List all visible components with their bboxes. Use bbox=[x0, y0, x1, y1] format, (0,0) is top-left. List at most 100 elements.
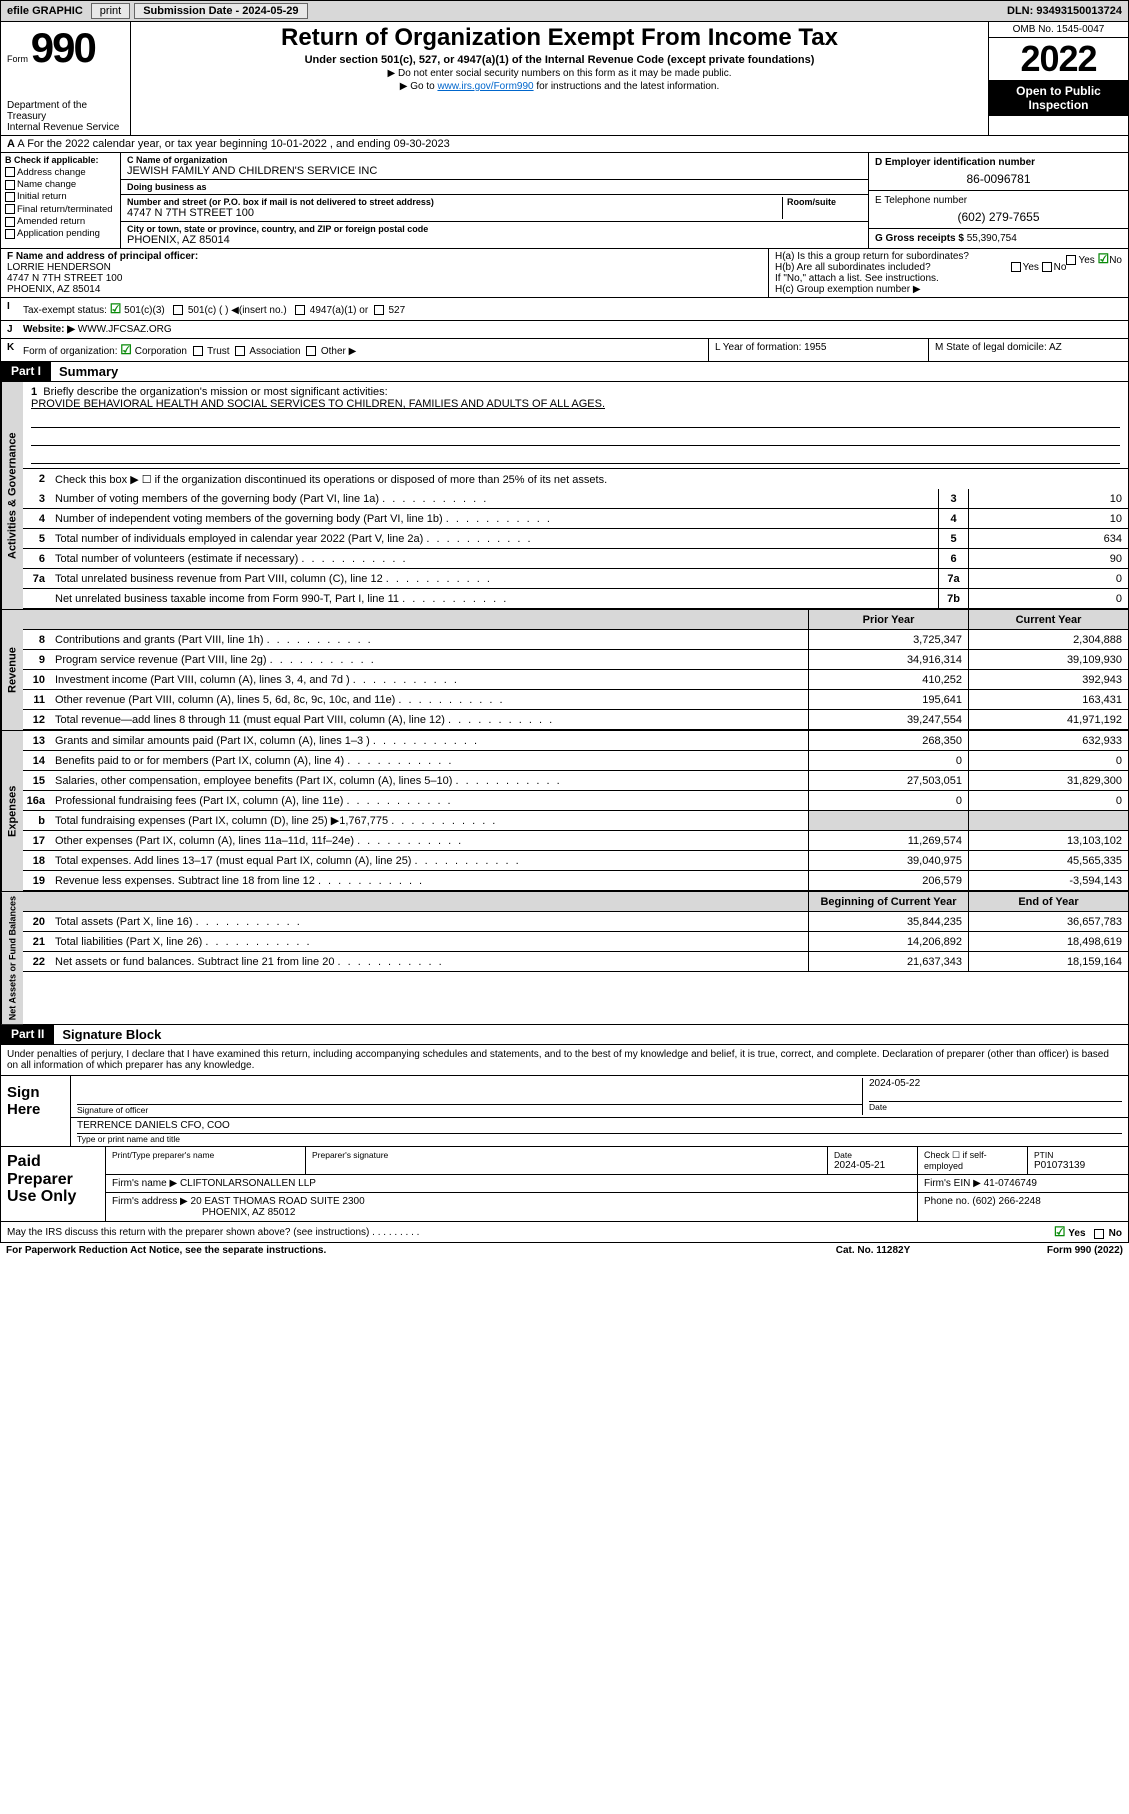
cb-pend: Application pending bbox=[17, 228, 100, 239]
checkbox-address-change[interactable] bbox=[5, 167, 15, 177]
summary-line: bTotal fundraising expenses (Part IX, co… bbox=[23, 811, 1128, 831]
ein-value: 86-0096781 bbox=[875, 172, 1122, 186]
year-formation: L Year of formation: 1955 bbox=[708, 339, 928, 361]
ha-yes-cb[interactable] bbox=[1066, 255, 1076, 265]
hb-yes-cb[interactable] bbox=[1011, 262, 1021, 272]
line2-text: Check this box ▶ ☐ if the organization d… bbox=[51, 471, 1128, 488]
line-num: 12 bbox=[23, 714, 51, 726]
prior-val: 21,637,343 bbox=[808, 952, 968, 971]
print-button[interactable]: print bbox=[91, 3, 130, 19]
dba-label: Doing business as bbox=[127, 182, 862, 192]
line-desc: Total expenses. Add lines 13–17 (must eq… bbox=[51, 853, 808, 869]
tax-exempt-label: Tax-exempt status: bbox=[23, 305, 107, 316]
cb-527[interactable] bbox=[374, 305, 384, 315]
line-desc: Net unrelated business taxable income fr… bbox=[51, 591, 938, 607]
line-num: 6 bbox=[23, 553, 51, 565]
line-desc: Grants and similar amounts paid (Part IX… bbox=[51, 733, 808, 749]
officer-name: LORRIE HENDERSON bbox=[7, 262, 111, 273]
line-num: 17 bbox=[23, 835, 51, 847]
current-val: 2,304,888 bbox=[968, 630, 1128, 649]
tab-governance: Activities & Governance bbox=[1, 382, 23, 609]
prior-val bbox=[808, 811, 968, 830]
line-val: 0 bbox=[968, 569, 1128, 588]
line-val: 90 bbox=[968, 549, 1128, 568]
row-i-label: I bbox=[1, 298, 17, 320]
row-j-label: J bbox=[1, 321, 17, 338]
website-value: WWW.JFCSAZ.ORG bbox=[78, 324, 172, 335]
corp-check-icon: ☑ bbox=[120, 342, 132, 357]
note2-pre: ▶ Go to bbox=[400, 81, 438, 92]
discuss-text: May the IRS discuss this return with the… bbox=[7, 1227, 369, 1238]
efile-label: efile GRAPHIC bbox=[1, 5, 89, 17]
prior-val: 0 bbox=[808, 751, 968, 770]
col-prior-year: Prior Year bbox=[808, 610, 968, 629]
form-title: Return of Organization Exempt From Incom… bbox=[139, 24, 980, 52]
checkbox-initial-return[interactable] bbox=[5, 192, 15, 202]
cb-4947[interactable] bbox=[295, 305, 305, 315]
cb-amend: Amended return bbox=[17, 216, 85, 227]
opt-4947: 4947(a)(1) or bbox=[310, 305, 368, 316]
col-end: End of Year bbox=[968, 892, 1128, 911]
cb-assoc[interactable] bbox=[235, 346, 245, 356]
sign-here-block: Sign Here Signature of officer 2024-05-2… bbox=[0, 1076, 1129, 1147]
form-header: Form 990 Department of the Treasury Inte… bbox=[0, 22, 1129, 136]
summary-line: 5Total number of individuals employed in… bbox=[23, 529, 1128, 549]
officer-addr1: 4747 N 7TH STREET 100 bbox=[7, 273, 122, 284]
501c3-check-icon: ☑ bbox=[110, 301, 122, 316]
line-key: 6 bbox=[938, 549, 968, 568]
paid-preparer-label: Paid Preparer Use Only bbox=[1, 1147, 106, 1221]
line-desc: Benefits paid to or for members (Part IX… bbox=[51, 753, 808, 769]
checkbox-amended[interactable] bbox=[5, 217, 15, 227]
phone-label: E Telephone number bbox=[875, 195, 1122, 206]
discuss-no-cb[interactable] bbox=[1094, 1229, 1104, 1239]
current-val: 36,657,783 bbox=[968, 912, 1128, 931]
line-num: 15 bbox=[23, 775, 51, 787]
part1-header-row: Part I Summary bbox=[0, 362, 1129, 382]
gross-value: 55,390,754 bbox=[967, 233, 1017, 244]
summary-line: 13Grants and similar amounts paid (Part … bbox=[23, 731, 1128, 751]
current-val: 163,431 bbox=[968, 690, 1128, 709]
line-key: 7b bbox=[938, 589, 968, 608]
row-a-tax-year: A A For the 2022 calendar year, or tax y… bbox=[0, 136, 1129, 153]
line-val: 10 bbox=[968, 509, 1128, 528]
cb-other[interactable] bbox=[306, 346, 316, 356]
current-val: 392,943 bbox=[968, 670, 1128, 689]
summary-line: 9Program service revenue (Part VIII, lin… bbox=[23, 650, 1128, 670]
firm-phone: (602) 266-2248 bbox=[972, 1196, 1040, 1207]
expenses-section: Expenses 13Grants and similar amounts pa… bbox=[0, 731, 1129, 892]
cb-501c[interactable] bbox=[173, 305, 183, 315]
checkbox-name-change[interactable] bbox=[5, 180, 15, 190]
officer-typed-name: TERRENCE DANIELS CFO, COO bbox=[77, 1120, 1122, 1131]
checkbox-final-return[interactable] bbox=[5, 204, 15, 214]
current-val: 18,159,164 bbox=[968, 952, 1128, 971]
line-desc: Total fundraising expenses (Part IX, col… bbox=[51, 812, 808, 829]
cb-trust[interactable] bbox=[193, 346, 203, 356]
irs-link[interactable]: www.irs.gov/Form990 bbox=[437, 81, 533, 92]
current-val: 632,933 bbox=[968, 731, 1128, 750]
form-header-right: OMB No. 1545-0047 2022 Open to Public In… bbox=[988, 22, 1128, 135]
sig-date-label: Date bbox=[869, 1101, 1122, 1112]
line-num: 18 bbox=[23, 855, 51, 867]
prior-val: 0 bbox=[808, 791, 968, 810]
col-b-checkboxes: B Check if applicable: Address change Na… bbox=[1, 153, 121, 248]
prior-val: 14,206,892 bbox=[808, 932, 968, 951]
org-name: JEWISH FAMILY AND CHILDREN'S SERVICE INC bbox=[127, 165, 862, 177]
current-val: 39,109,930 bbox=[968, 650, 1128, 669]
summary-line: 18Total expenses. Add lines 13–17 (must … bbox=[23, 851, 1128, 871]
hb-no-cb[interactable] bbox=[1042, 262, 1052, 272]
omb-number: OMB No. 1545-0047 bbox=[989, 22, 1128, 38]
checkbox-app-pending[interactable] bbox=[5, 229, 15, 239]
discuss-row: May the IRS discuss this return with the… bbox=[0, 1222, 1129, 1243]
row-a-text: A For the 2022 calendar year, or tax yea… bbox=[17, 138, 449, 150]
summary-line: 6Total number of volunteers (estimate if… bbox=[23, 549, 1128, 569]
submission-date-button[interactable]: Submission Date - 2024-05-29 bbox=[134, 3, 307, 19]
summary-line: 10Investment income (Part VIII, column (… bbox=[23, 670, 1128, 690]
discuss-no: No bbox=[1109, 1228, 1122, 1239]
signature-block: Under penalties of perjury, I declare th… bbox=[0, 1045, 1129, 1076]
cb-addr: Address change bbox=[17, 167, 86, 178]
line-num: 7a bbox=[23, 573, 51, 585]
line-num: 22 bbox=[23, 956, 51, 968]
tab-revenue: Revenue bbox=[1, 610, 23, 730]
firm-ein: 41-0746749 bbox=[984, 1178, 1037, 1189]
col-current-year: Current Year bbox=[968, 610, 1128, 629]
